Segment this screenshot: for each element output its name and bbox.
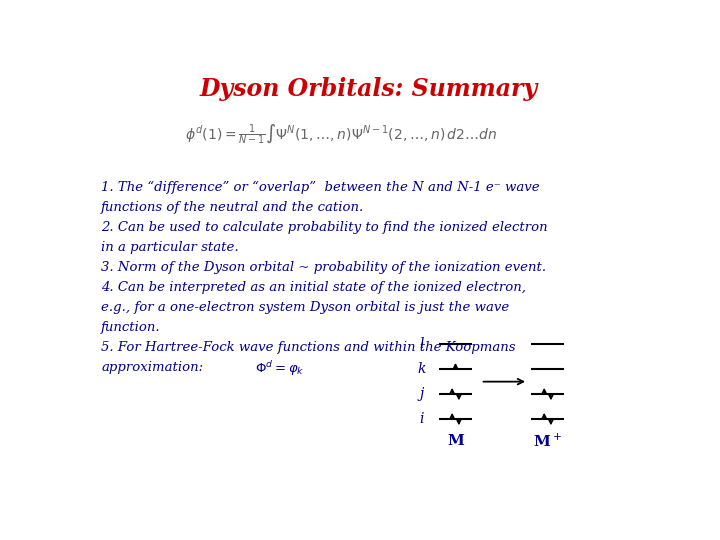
- Text: $\Phi^d = \varphi_k$: $\Phi^d = \varphi_k$: [255, 359, 304, 377]
- Text: approximation:: approximation:: [101, 361, 203, 374]
- Text: M: M: [447, 434, 464, 448]
- Text: functions of the neutral and the cation.: functions of the neutral and the cation.: [101, 201, 364, 214]
- Text: 4. Can be interpreted as an initial state of the ionized electron,: 4. Can be interpreted as an initial stat…: [101, 281, 526, 294]
- Text: Dyson Orbitals: Summary: Dyson Orbitals: Summary: [200, 77, 538, 102]
- Text: e.g., for a one-electron system Dyson orbital is just the wave: e.g., for a one-electron system Dyson or…: [101, 301, 510, 314]
- Text: function.: function.: [101, 321, 161, 334]
- Text: 3. Norm of the Dyson orbital ~ probability of the ionization event.: 3. Norm of the Dyson orbital ~ probabili…: [101, 261, 546, 274]
- Text: $\phi^d(1) = \frac{1}{N-1} \int \Psi^N(1,\ldots,n)\Psi^{N-1}(2,\ldots,n)\,d2\ldo: $\phi^d(1) = \frac{1}{N-1} \int \Psi^N(1…: [185, 123, 497, 146]
- Text: j: j: [420, 387, 424, 401]
- Text: 1. The “difference” or “overlap”  between the N and N-1 e⁻ wave: 1. The “difference” or “overlap” between…: [101, 181, 540, 194]
- Text: in a particular state.: in a particular state.: [101, 241, 239, 254]
- Text: 5. For Hartree-Fock wave functions and within the Koopmans: 5. For Hartree-Fock wave functions and w…: [101, 341, 516, 354]
- Text: M$^+$: M$^+$: [533, 433, 562, 450]
- Text: i: i: [420, 412, 424, 426]
- Text: 2. Can be used to calculate probability to find the ionized electron: 2. Can be used to calculate probability …: [101, 221, 548, 234]
- Text: k: k: [418, 362, 426, 376]
- Text: l: l: [420, 337, 424, 351]
